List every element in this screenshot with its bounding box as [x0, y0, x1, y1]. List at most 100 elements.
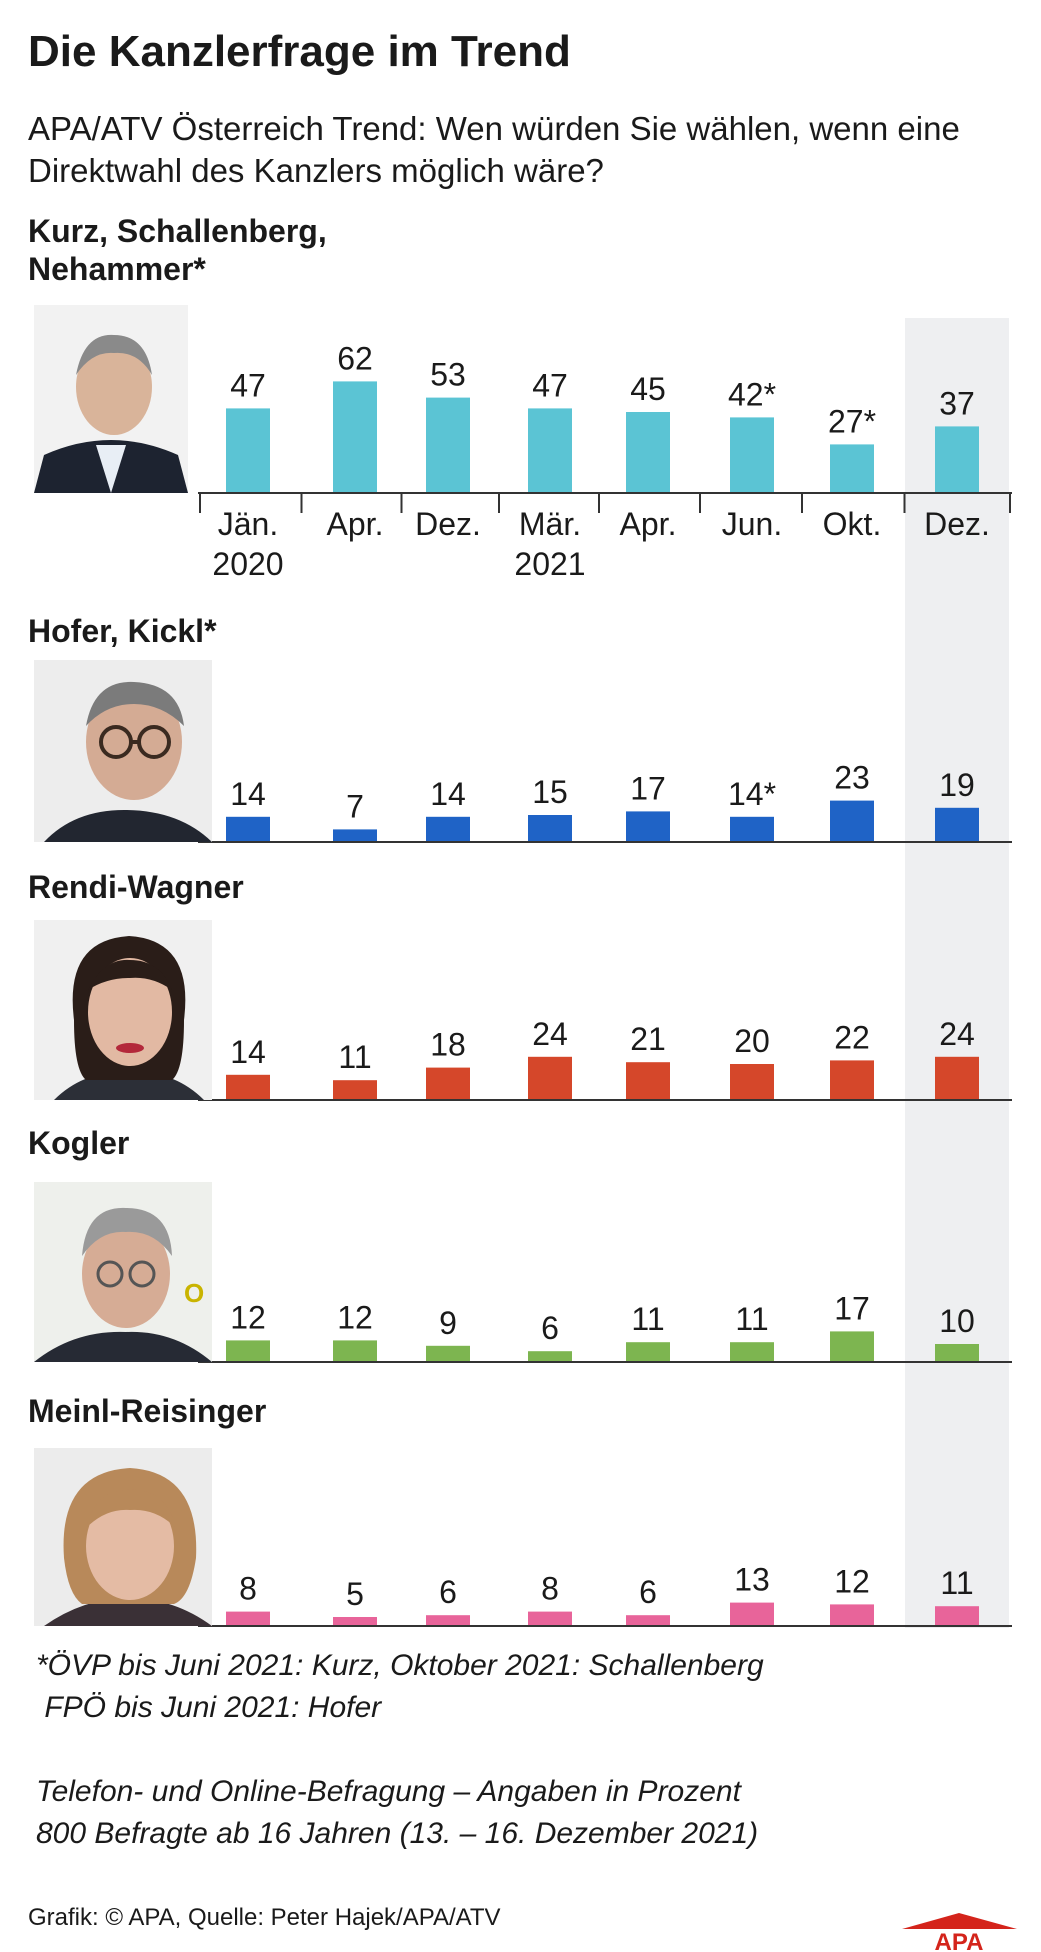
chart-subtitle: APA/ATV Österreich Trend: Wen würden Sie… — [28, 110, 960, 189]
bar — [626, 1342, 670, 1362]
data-label: 9 — [439, 1305, 457, 1341]
bar — [333, 1340, 377, 1362]
bar — [830, 1331, 874, 1362]
data-label: 14 — [230, 1034, 266, 1070]
data-label: 12 — [337, 1299, 373, 1335]
data-label: 47 — [532, 367, 568, 403]
bar — [528, 408, 572, 493]
data-label: 17 — [630, 770, 666, 806]
data-label: 14* — [728, 776, 776, 812]
portrait-photo: O — [34, 1182, 212, 1362]
tick-label: 2020 — [212, 546, 283, 582]
data-label: 6 — [639, 1574, 657, 1610]
bar — [426, 816, 470, 842]
tick-label: Apr. — [327, 506, 384, 542]
tick-label: Mär. — [519, 506, 581, 542]
bar — [528, 1611, 572, 1626]
data-label: 21 — [630, 1021, 666, 1057]
tick-label: Apr. — [620, 506, 677, 542]
portrait-photo — [34, 305, 188, 493]
footnote-line: FPÖ bis Juni 2021: Hofer — [36, 1691, 382, 1724]
tick-label: 2021 — [514, 546, 585, 582]
footnote-spacer — [36, 1729, 1016, 1771]
bar — [226, 1340, 270, 1362]
bar — [935, 1056, 979, 1100]
bar — [333, 1617, 377, 1626]
bar — [830, 800, 874, 842]
bar — [626, 811, 670, 842]
tick-label: Okt. — [823, 506, 882, 542]
panel-title-oevp: Kurz, Schallenberg, Nehammer* — [28, 212, 327, 288]
tick-label: Jun. — [722, 506, 782, 542]
bar — [426, 1345, 470, 1362]
data-label: 13 — [734, 1562, 770, 1598]
panel-title-line: Nehammer* — [28, 251, 206, 287]
bar — [426, 1067, 470, 1100]
bar — [426, 397, 470, 493]
bar — [528, 1056, 572, 1100]
data-label: 24 — [939, 1016, 975, 1052]
bar — [226, 816, 270, 842]
data-label: 14 — [230, 776, 266, 812]
tick-label: Jän. — [218, 506, 278, 542]
bar — [830, 444, 874, 493]
data-label: 8 — [239, 1571, 257, 1607]
source-credit: Grafik: © APA, Quelle: Peter Hajek/APA/A… — [28, 1904, 501, 1931]
data-label: 23 — [834, 760, 870, 796]
data-label: 22 — [834, 1019, 870, 1055]
data-label: 19 — [939, 767, 975, 803]
data-label: 11 — [735, 1301, 768, 1337]
data-label: 7 — [346, 788, 364, 824]
tick-label: Dez. — [924, 506, 990, 542]
panel-title-line: Rendi-Wagner — [28, 869, 244, 905]
data-label: 8 — [541, 1571, 559, 1607]
bar — [730, 816, 774, 842]
footnote: *ÖVP bis Juni 2021: Kurz, Oktober 2021: … — [36, 1645, 1016, 1855]
data-label: 11 — [631, 1301, 664, 1337]
bar — [426, 1615, 470, 1626]
bar — [730, 417, 774, 493]
data-label: 20 — [734, 1023, 770, 1059]
data-label: 10 — [939, 1303, 975, 1339]
panel-title-line: Hofer, Kickl* — [28, 613, 217, 649]
footnote-line: *ÖVP bis Juni 2021: Kurz, Oktober 2021: … — [36, 1649, 764, 1682]
chart-title: Die Kanzlerfrage im Trend — [28, 27, 571, 76]
footnote-line: 800 Befragte ab 16 Jahren (13. – 16. Dez… — [36, 1817, 759, 1850]
bar — [830, 1604, 874, 1626]
data-label: 62 — [337, 340, 373, 376]
svg-text:O: O — [184, 1278, 204, 1308]
data-label: 6 — [439, 1574, 457, 1610]
bar — [226, 408, 270, 493]
portrait-photo — [34, 660, 212, 842]
latest-period-highlight — [905, 318, 1009, 1628]
portrait-photo — [34, 920, 212, 1100]
data-label: 53 — [430, 357, 466, 393]
tick-label: Dez. — [415, 506, 481, 542]
bar — [226, 1074, 270, 1100]
bar — [730, 1342, 774, 1362]
panel-title-gruene: Kogler — [28, 1124, 129, 1162]
panel-title-line: Kogler — [28, 1125, 130, 1161]
bar — [626, 1062, 670, 1100]
bar — [730, 1064, 774, 1100]
panel-title-spoe: Rendi-Wagner — [28, 868, 244, 906]
data-label: 6 — [541, 1310, 559, 1346]
bar — [626, 1615, 670, 1626]
data-label: 11 — [940, 1565, 973, 1601]
panel-title-fpoe: Hofer, Kickl* — [28, 612, 217, 650]
panel-title-line: Meinl-Reisinger — [28, 1393, 267, 1429]
apa-logo: APA — [902, 1913, 1017, 1951]
data-label: 12 — [834, 1563, 870, 1599]
bar — [626, 412, 670, 493]
panel-title-line: Kurz, Schallenberg, — [28, 213, 327, 249]
footnote-line: Telefon- und Online-Befragung – Angaben … — [36, 1775, 741, 1808]
bar — [935, 1344, 979, 1362]
bar — [935, 807, 979, 842]
bar — [935, 1606, 979, 1626]
bar — [730, 1602, 774, 1626]
data-label: 5 — [346, 1576, 364, 1612]
data-label: 17 — [834, 1290, 870, 1326]
data-label: 18 — [430, 1027, 466, 1063]
data-label: 27* — [828, 403, 876, 439]
bar — [830, 1060, 874, 1100]
